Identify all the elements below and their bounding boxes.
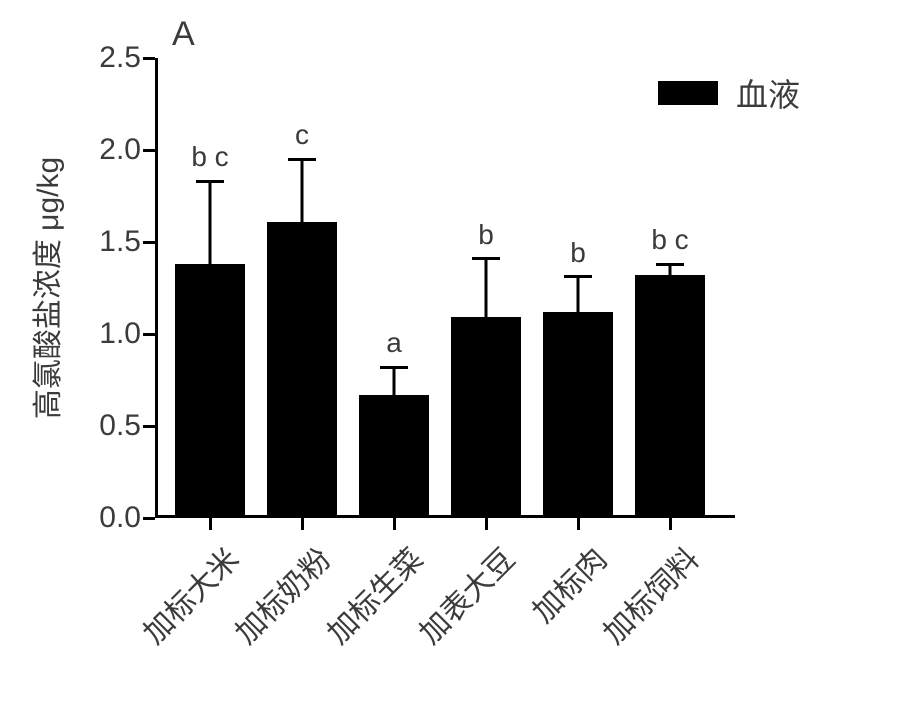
error-cap [656,263,684,266]
significance-label: a [386,327,402,359]
legend-label: 血液 [736,70,800,116]
x-tick-label: 加表大豆 [407,536,523,652]
y-axis-title: 高氯酸盐浓度 μg/kg [23,157,67,419]
y-tick-label: 2.5 [99,41,155,75]
error-cap [196,180,224,183]
y-tick-label: 0.5 [99,409,155,443]
x-tick [669,518,672,530]
significance-label: b [570,237,586,269]
bar [543,312,613,518]
error-cap [288,158,316,161]
bar [267,222,337,518]
chart-root: A 血液 0.00.51.01.52.02.5b c加标大米c加标奶粉a加标生菜… [0,0,899,706]
bar [451,317,521,518]
y-axis [155,58,158,518]
x-tick [577,518,580,530]
error-bar [577,277,580,312]
significance-label: b c [651,224,688,256]
x-tick [209,518,212,530]
x-tick [485,518,488,530]
error-cap [564,275,592,278]
error-bar [669,264,672,275]
x-tick-label: 加标生菜 [315,536,431,652]
error-cap [472,257,500,260]
x-tick [301,518,304,530]
x-tick-label: 加标大米 [131,536,247,652]
significance-label: b [478,219,494,251]
panel-label: A [172,15,195,54]
x-tick [393,518,396,530]
error-bar [485,259,488,318]
x-tick-label: 加标饲料 [591,536,707,652]
y-tick-label: 0.0 [99,501,155,535]
bar [635,275,705,518]
y-tick-label: 1.0 [99,317,155,351]
bar [175,264,245,518]
error-bar [393,367,396,395]
y-tick-label: 2.0 [99,133,155,167]
plot-area: 0.00.51.01.52.02.5b c加标大米c加标奶粉a加标生菜b加表大豆… [155,58,735,518]
error-cap [380,366,408,369]
error-bar [209,181,212,264]
significance-label: b c [191,141,228,173]
y-tick-label: 1.5 [99,225,155,259]
error-bar [301,159,304,222]
bar [359,395,429,518]
x-tick-label: 加标奶粉 [223,536,339,652]
significance-label: c [295,119,309,151]
